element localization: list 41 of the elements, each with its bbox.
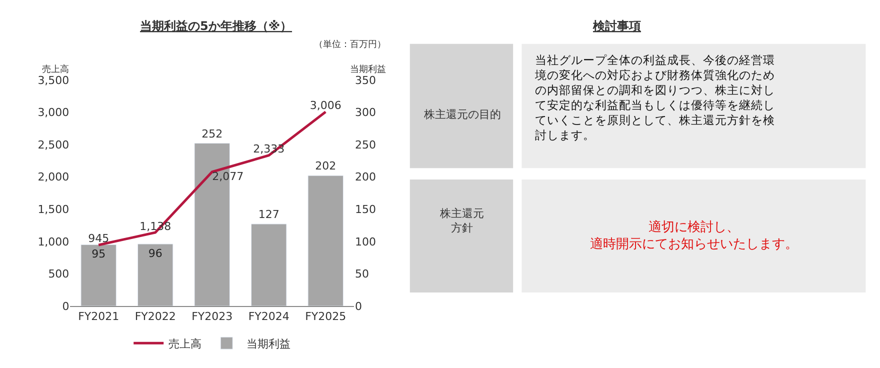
bar [251, 224, 287, 306]
chart-subtitle: （単位：百万円） [314, 39, 386, 50]
y-tick-label: 1,500 [38, 202, 70, 216]
legend-label: 当期利益 [246, 337, 291, 350]
x-tick-label: FY2024 [248, 310, 290, 324]
x-tick-label: FY2021 [78, 310, 120, 324]
y2-tick-label: 250 [355, 138, 376, 152]
data-label: 252 [202, 127, 223, 140]
text: 株主還元方針 [439, 207, 484, 234]
text: 適切に検討し、適時開示にてお知らせいたします。 [590, 219, 798, 252]
y2-tick-label: 300 [355, 106, 376, 120]
y-tick-label: 500 [48, 268, 70, 281]
bar [80, 244, 116, 306]
y-tick-label: 2,500 [38, 138, 70, 152]
y-tick-label: 3,500 [38, 74, 70, 87]
data-label: 202 [315, 160, 336, 173]
y2-tick-label: 100 [355, 235, 376, 248]
text: 当社グループ全体の利益成長、今後の経営環境の変化への対応および財務体質強化のための内部留保との調和を図りつつ、株主に対して安定的な利益配当もしくは優待等を継続していくことを原則として、株主還元方針を検討します。 [534, 53, 775, 142]
x-tick-label: FY2025 [305, 310, 346, 324]
legend-label: 売上高 [168, 337, 202, 350]
y-tick-label: 2,000 [38, 170, 70, 184]
data-label: 96 [148, 247, 162, 260]
data-label: 127 [258, 208, 280, 221]
y-tick-label: 0 [62, 300, 70, 313]
bar [137, 244, 174, 306]
x-tick-label: FY2023 [192, 310, 233, 324]
y2-tick-label: 50 [355, 268, 369, 281]
y2-tick-label: 0 [355, 300, 362, 313]
data-label: 3,006 [310, 99, 342, 112]
y2-tick-label: 350 [355, 74, 376, 87]
bar [308, 175, 344, 306]
y-tick-label: 1,000 [38, 235, 70, 248]
y-tick-label: 3,000 [38, 106, 70, 120]
text: 株主還元の目的 [423, 108, 501, 121]
y2-axis-title: 当期利益 [350, 64, 386, 75]
y2-tick-label: 150 [355, 202, 376, 216]
y2-tick-label: 200 [355, 170, 376, 184]
y-axis-title: 売上高 [42, 64, 69, 75]
data-label: 95 [92, 248, 106, 261]
data-label: 945 [88, 232, 110, 246]
x-tick-label: FY2022 [134, 310, 176, 324]
